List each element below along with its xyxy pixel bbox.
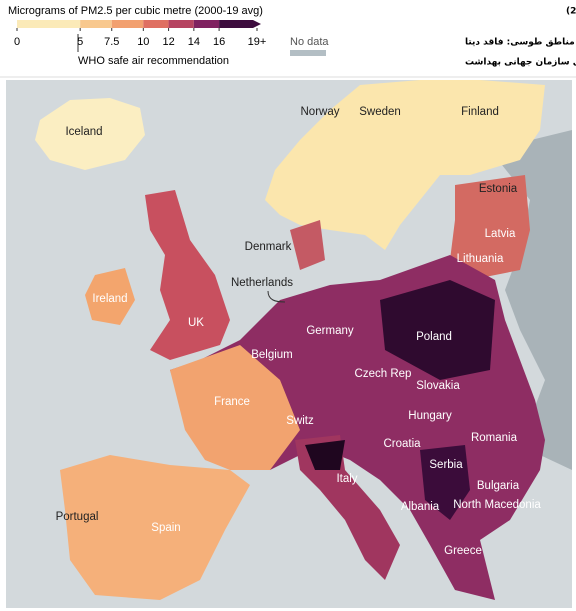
legend-tick-label: 0 [14, 36, 20, 48]
country-label: Germany [306, 325, 354, 337]
iceland [35, 98, 145, 170]
country-label: Iceland [65, 126, 102, 138]
legend-title-fa: میکروگرم PM2.5 در هر متر مکعب (میانگین 1… [566, 5, 576, 17]
country-label: Bulgaria [477, 480, 520, 492]
country-label: Finland [461, 106, 499, 118]
france [170, 345, 300, 470]
country-label: Estonia [479, 183, 518, 195]
country-label: Ireland [92, 293, 127, 305]
po-valley [305, 440, 345, 470]
legend-swatch [168, 20, 194, 28]
country-label: Greece [444, 545, 482, 557]
no-data-fa: مناطق طوسی: فاقد دیتا [465, 38, 575, 48]
legend-title: Micrograms of PM2.5 per cubic metre (200… [8, 5, 263, 17]
legend-swatch [17, 20, 81, 28]
country-label: Slovakia [416, 380, 460, 392]
country-label: Belgium [251, 349, 293, 361]
country-label: Romania [471, 432, 518, 444]
country-label: Spain [151, 522, 180, 534]
no-data-swatch [290, 50, 326, 56]
legend-swatch [80, 20, 112, 28]
who-note-fa: سطح توصیه شده هوای سالم از سوی سازمان جه… [465, 58, 576, 68]
country-label: Serbia [429, 459, 463, 471]
country-label: Lithuania [457, 253, 504, 265]
country-label: Italy [336, 473, 357, 485]
legend-tick-label: 14 [188, 36, 200, 48]
country-label: Portugal [56, 511, 99, 523]
country-label: Czech Rep [355, 368, 412, 380]
legend-tick-label: 19+ [248, 36, 267, 48]
map [6, 80, 572, 608]
iberia [60, 455, 250, 600]
country-label: Poland [416, 331, 452, 343]
russia-nodata [490, 130, 572, 470]
legend-swatch [143, 20, 169, 28]
country-label: Croatia [383, 438, 421, 450]
britain [145, 190, 230, 360]
country-label: Switz [286, 415, 314, 427]
legend-tick-label: 10 [137, 36, 149, 48]
country-label: Sweden [359, 106, 401, 118]
country-label: Norway [301, 106, 340, 118]
no-data-label: No data [290, 36, 329, 48]
legend-swatch [111, 20, 144, 28]
country-label: Latvia [485, 228, 516, 240]
country-label: Albania [401, 501, 440, 513]
legend-tick-label: 12 [162, 36, 174, 48]
baltics [450, 175, 530, 280]
ireland [85, 268, 135, 325]
legend-swatch [219, 20, 261, 28]
legend: 0 5 7.5 10 12 14 16 19+ [14, 20, 266, 48]
italy [295, 435, 400, 580]
leader-line [267, 290, 286, 303]
legend-swatch [193, 20, 220, 28]
country-label: UK [188, 317, 204, 329]
country-labels: Iceland Norway Sweden Finland Estonia Latvia L… [56, 106, 542, 557]
legend-tick-label: 7.5 [104, 36, 119, 48]
country-label: Denmark [245, 241, 292, 253]
scandinavia [265, 80, 545, 250]
country-label: Hungary [408, 410, 452, 422]
country-label: North Macedonia [453, 499, 541, 511]
who-note: WHO safe air recommendation [78, 55, 229, 67]
country-label: Netherlands [231, 277, 293, 289]
legend-tick-label: 16 [213, 36, 225, 48]
legend-tick-label: 5 [77, 36, 83, 48]
poland [380, 280, 495, 380]
country-label: France [214, 396, 250, 408]
denmark [290, 220, 325, 270]
serbia [420, 445, 470, 520]
